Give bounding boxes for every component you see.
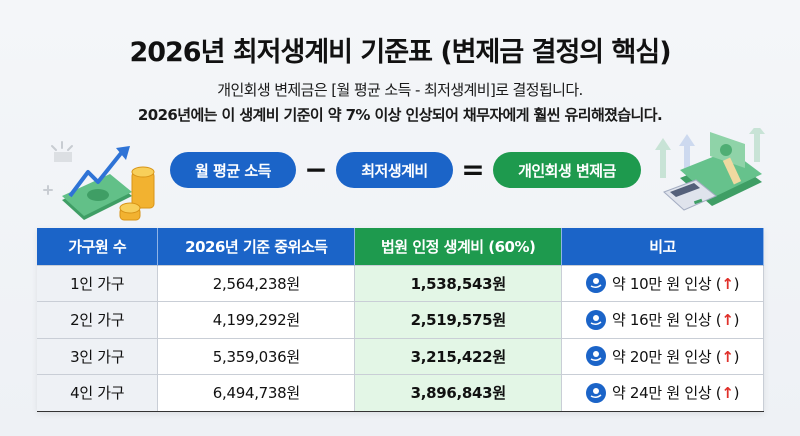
- subtitle-line-2: 2026년에는 이 생계비 기준이 약 7% 이상 인상되어 채무자에게 훨씬 …: [137, 106, 663, 124]
- cell-living-cost: 1,538,543원: [354, 264, 563, 302]
- table-row: 2인 가구 4,199,292원 2,519,575원 약 16만 원 인상 (…: [37, 301, 764, 338]
- cash-calculator-icon: [655, 128, 765, 211]
- pill-repayment-amount: 개인회생 변제금: [493, 152, 641, 188]
- cell-note: 약 16만 원 인상 (↑): [561, 301, 764, 338]
- cell-median-income: 5,359,036원: [157, 337, 356, 375]
- cell-living-cost: 3,896,843원: [354, 374, 563, 412]
- note-text: 약 20만 원 인상 (: [611, 347, 722, 366]
- coin-hand-icon: [585, 309, 606, 330]
- note-close-paren: ): [733, 347, 740, 366]
- header-median-income: 2026년 기준 중위소득: [157, 228, 356, 265]
- cell-note: 약 10만 원 인상 (↑): [561, 264, 764, 302]
- up-arrow-icon: ↑: [721, 347, 734, 366]
- table-header-row: 가구원 수 2026년 기준 중위소득 법원 인정 생계비 (60%) 비고: [37, 228, 764, 265]
- pill-monthly-income: 월 평균 소득: [170, 152, 296, 188]
- cell-median-income: 2,564,238원: [157, 264, 356, 302]
- page-title: 2026년 최저생계비 기준표 (변제금 결정의 핵심): [129, 37, 671, 68]
- up-arrow-icon: ↑: [721, 311, 734, 330]
- cell-note: 약 20만 원 인상 (↑): [561, 337, 764, 375]
- coin-hand-icon: [585, 346, 606, 367]
- pill-minimum-living-cost: 최저생계비: [336, 152, 453, 188]
- money-growth-icon: [43, 141, 155, 221]
- header-household: 가구원 수: [37, 228, 159, 265]
- table-row: 1인 가구 2,564,238원 1,538,543원 약 10만 원 인상 (…: [37, 264, 764, 302]
- table-row: 4인 가구 6,494,738원 3,896,843원 약 24만 원 인상 (…: [37, 374, 764, 412]
- cell-note: 약 24만 원 인상 (↑): [561, 374, 764, 412]
- note-text: 약 16만 원 인상 (: [611, 311, 722, 330]
- formula: 월 평균 소득 − 최저생계비 = 개인회생 변제금: [170, 152, 641, 188]
- note-close-paren: ): [733, 311, 740, 330]
- equals-sign: =: [461, 153, 485, 186]
- coin-hand-icon: [585, 382, 606, 403]
- header-note: 비고: [561, 228, 764, 265]
- cell-household: 1인 가구: [37, 264, 159, 302]
- note-close-paren: ): [733, 384, 740, 403]
- cell-living-cost: 3,215,422원: [354, 337, 563, 375]
- cell-household: 2인 가구: [37, 301, 159, 338]
- cell-median-income: 6,494,738원: [157, 374, 356, 412]
- note-text: 약 24만 원 인상 (: [611, 384, 722, 403]
- up-arrow-icon: ↑: [721, 274, 734, 293]
- cell-household: 3인 가구: [37, 337, 159, 375]
- subtitle-line-1: 개인회생 변제금은 [월 평균 소득 - 최저생계비]로 결정됩니다.: [217, 81, 583, 99]
- note-text: 약 10만 원 인상 (: [611, 274, 722, 293]
- living-cost-table: 가구원 수 2026년 기준 중위소득 법원 인정 생계비 (60%) 비고 1…: [37, 228, 764, 412]
- up-arrow-icon: ↑: [721, 384, 734, 403]
- table-row: 3인 가구 5,359,036원 3,215,422원 약 20만 원 인상 (…: [37, 337, 764, 375]
- minus-sign: −: [304, 153, 328, 186]
- header-court-living-cost: 법원 인정 생계비 (60%): [354, 228, 563, 265]
- coin-hand-icon: [585, 273, 606, 294]
- cell-household: 4인 가구: [37, 374, 159, 412]
- cell-living-cost: 2,519,575원: [354, 301, 563, 338]
- cell-median-income: 4,199,292원: [157, 301, 356, 338]
- note-close-paren: ): [733, 274, 740, 293]
